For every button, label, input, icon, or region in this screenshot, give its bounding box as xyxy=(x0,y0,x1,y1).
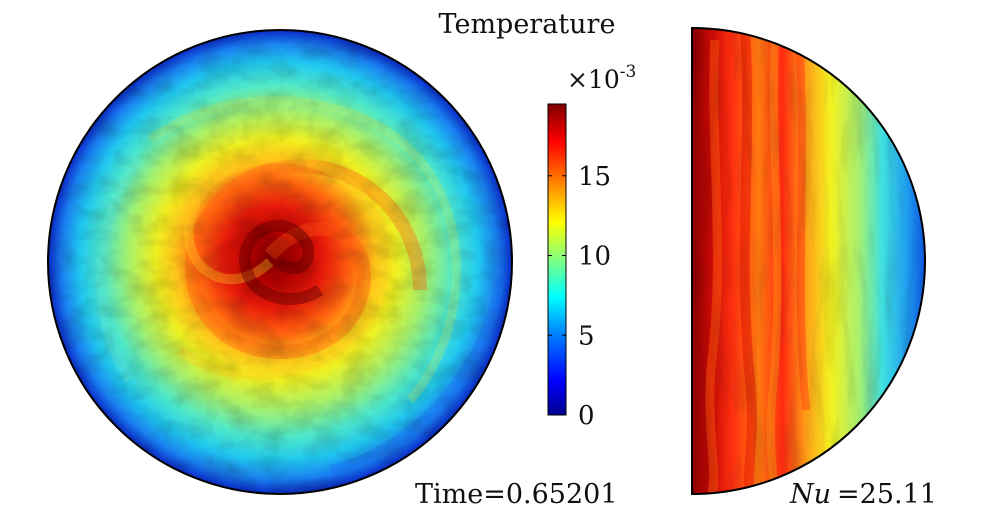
meridional-section-plot xyxy=(691,26,926,496)
half-plume-texture xyxy=(692,28,925,494)
colorbar-tick-label: 5 xyxy=(578,321,595,351)
nusselt-value: =25.11 xyxy=(837,479,937,510)
nusselt-symbol: Nu xyxy=(789,479,831,510)
colorbar-tick-label: 10 xyxy=(578,242,611,272)
half-section-boundary xyxy=(691,26,926,496)
colorbar-gradient xyxy=(547,103,567,416)
colorbar: Temperature ×10-3 0 5 10 15 xyxy=(439,9,637,431)
colorbar-tick-label: 15 xyxy=(578,162,611,192)
disk-boundary xyxy=(47,29,513,495)
horizontal-section-plot xyxy=(47,29,513,495)
colorbar-ticks: 0 5 10 15 xyxy=(548,162,611,431)
colorbar-tick-label: 0 xyxy=(578,401,595,431)
multiplier-base: ×10 xyxy=(567,65,620,94)
time-annotation: Time=0.65201 xyxy=(415,479,618,510)
disk-swirl-texture xyxy=(48,30,512,494)
colorbar-title: Temperature xyxy=(439,9,616,40)
nusselt-annotation: Nu =25.11 xyxy=(789,479,937,510)
colorbar-multiplier: ×10-3 xyxy=(567,62,636,94)
multiplier-exponent: -3 xyxy=(620,62,637,82)
